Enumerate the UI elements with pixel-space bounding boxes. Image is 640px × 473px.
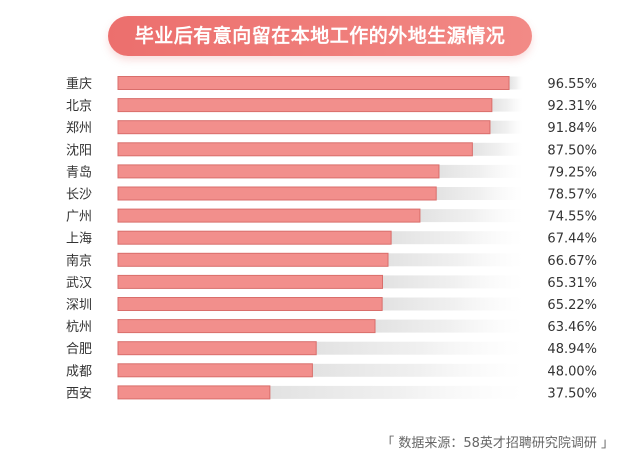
bar-track: [388, 253, 523, 267]
category-label: 成都: [66, 364, 92, 379]
bar: [117, 274, 384, 289]
category-label: 杭州: [66, 320, 92, 335]
category-label: 南京: [66, 253, 92, 269]
category-label: 郑州: [66, 121, 92, 136]
category-label: 合肥: [66, 342, 92, 357]
value-label: 79.25%: [547, 165, 597, 180]
value-label: 65.22%: [547, 298, 597, 313]
value-label: 91.84%: [547, 121, 597, 136]
bar: [117, 120, 491, 135]
category-label: 上海: [66, 232, 92, 247]
bar-track: [489, 120, 523, 134]
value-label: 48.00%: [547, 364, 597, 379]
category-label: 西安: [66, 386, 92, 401]
bar-track: [509, 76, 523, 90]
bar-track: [391, 231, 523, 245]
bar-track: [316, 341, 523, 355]
category-label: 重庆: [66, 76, 92, 92]
category-label: 广州: [66, 210, 92, 225]
bar: [117, 76, 510, 90]
bar: [117, 142, 473, 157]
value-label: 74.55%: [547, 210, 597, 225]
bar-track: [382, 297, 523, 311]
value-label: 65.31%: [547, 276, 597, 291]
category-label: 北京: [66, 99, 92, 114]
bar: [117, 385, 271, 400]
category-label: 深圳: [66, 298, 92, 313]
bar-track: [436, 187, 523, 200]
value-label: 87.50%: [547, 143, 597, 158]
chart-title: 毕业后有意向留在本地工作的外地生源情况: [108, 16, 532, 56]
bar-track: [312, 363, 523, 377]
value-label: 96.55%: [547, 77, 597, 92]
bar-track: [269, 385, 523, 399]
bar: [117, 230, 392, 245]
bar: [117, 341, 317, 356]
bar: [117, 164, 440, 179]
bar: [117, 98, 493, 113]
bar: [117, 297, 383, 311]
bar: [117, 319, 376, 334]
value-label: 48.94%: [547, 342, 597, 357]
bar: [117, 363, 313, 378]
value-label: 92.31%: [547, 99, 597, 114]
data-source: 「 数据来源：58英才招聘研究院调研 」: [381, 436, 614, 451]
category-label: 沈阳: [66, 143, 92, 158]
bar-track: [382, 275, 523, 289]
bar-track: [375, 319, 523, 333]
bar-track: [491, 98, 523, 112]
bar-track: [472, 142, 523, 156]
value-label: 63.46%: [547, 320, 597, 335]
bar: [117, 208, 421, 223]
bar: [117, 186, 437, 201]
value-label: 66.67%: [547, 254, 597, 269]
category-label: 长沙: [66, 188, 92, 203]
value-label: 67.44%: [547, 232, 597, 247]
bar-track: [438, 164, 523, 178]
bar-track: [419, 209, 523, 223]
category-label: 青岛: [66, 164, 92, 180]
bar: [117, 252, 389, 267]
category-label: 武汉: [66, 276, 92, 291]
value-label: 37.50%: [547, 386, 597, 401]
value-label: 78.57%: [547, 188, 597, 203]
